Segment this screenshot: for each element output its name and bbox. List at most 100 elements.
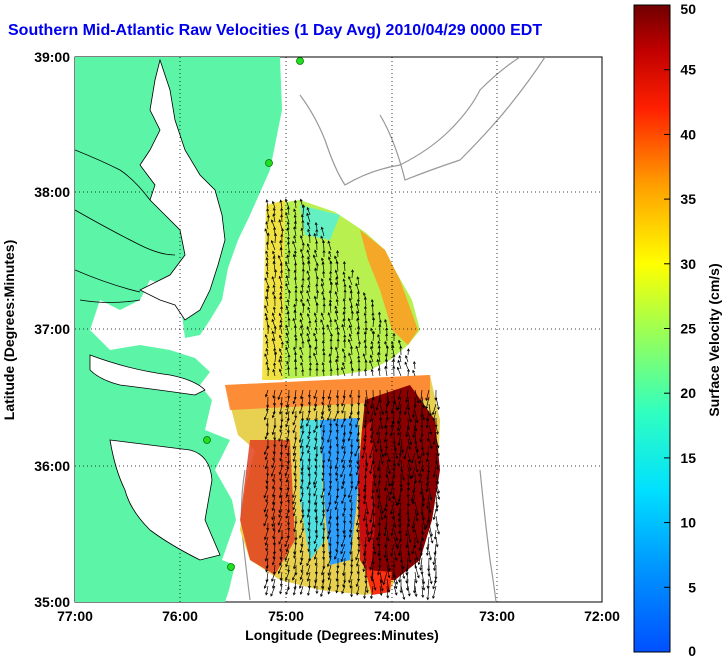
velocity-arrow bbox=[265, 417, 269, 427]
velocity-arrow bbox=[393, 585, 398, 596]
chesapeake-bay bbox=[139, 58, 226, 321]
velocity-arrow bbox=[400, 585, 406, 601]
x-tick-label: 75:00 bbox=[268, 608, 304, 624]
velocity-arrow bbox=[314, 346, 318, 356]
velocity-arrow bbox=[392, 365, 396, 377]
velocity-arrow bbox=[350, 269, 354, 279]
velocity-arrow bbox=[407, 410, 412, 423]
velocity-arrow bbox=[329, 318, 333, 328]
velocity-arrow bbox=[285, 508, 290, 519]
velocity-arrow bbox=[327, 389, 332, 400]
velocity-arrow bbox=[425, 480, 430, 493]
velocity-arrow bbox=[397, 452, 402, 467]
velocity-arrow bbox=[356, 522, 360, 533]
velocity-arrow bbox=[315, 302, 319, 314]
velocity-arrow bbox=[349, 508, 353, 518]
velocity-arrow bbox=[356, 290, 360, 300]
velocity-arrow bbox=[306, 313, 311, 321]
velocity-arrow bbox=[428, 438, 433, 450]
velocity-arrow bbox=[411, 403, 416, 419]
velocity-arrow bbox=[284, 438, 290, 449]
velocity-arrow bbox=[385, 396, 389, 408]
velocity-arrow bbox=[327, 578, 332, 591]
velocity-arrow bbox=[306, 298, 311, 307]
velocity-arrow bbox=[418, 536, 423, 552]
velocity-arrow bbox=[287, 249, 291, 258]
x-axis: 77:00 76:00 75:00 74:00 73:00 72:00 Long… bbox=[57, 608, 620, 643]
velocity-arrow bbox=[315, 276, 319, 286]
velocity-arrow bbox=[375, 396, 381, 411]
velocity-arrow bbox=[341, 348, 346, 356]
velocity-arrow bbox=[377, 536, 381, 547]
velocity-arrow bbox=[279, 324, 283, 335]
velocity-arrow bbox=[349, 466, 353, 477]
velocity-arrow bbox=[419, 431, 423, 443]
velocity-arrow bbox=[383, 543, 388, 559]
velocity-arrow bbox=[306, 571, 311, 582]
velocity-arrow bbox=[364, 305, 368, 314]
velocity-arrow bbox=[301, 368, 305, 377]
velocity-arrow bbox=[306, 564, 311, 576]
velocity-arrow bbox=[286, 241, 290, 251]
station-marker-icon[interactable] bbox=[227, 563, 235, 571]
velocity-arrow bbox=[356, 431, 360, 443]
velocity-arrow bbox=[356, 298, 360, 307]
velocity-arrow bbox=[428, 424, 433, 435]
velocity-arrow bbox=[263, 501, 269, 513]
velocity-arrow bbox=[293, 459, 297, 469]
velocity-arrow bbox=[407, 396, 411, 411]
velocity-arrow bbox=[272, 389, 276, 399]
velocity-arrow bbox=[321, 396, 325, 406]
velocity-arrow bbox=[362, 480, 367, 493]
velocity-arrow bbox=[272, 207, 276, 216]
velocity-arrow bbox=[299, 452, 304, 462]
y-tick-label: 36:00 bbox=[34, 458, 70, 474]
velocity-arrow bbox=[286, 529, 290, 539]
velocity-arrow bbox=[293, 250, 297, 258]
velocity-arrow bbox=[405, 522, 409, 537]
velocity-arrow bbox=[265, 543, 269, 552]
velocity-arrow bbox=[335, 298, 339, 307]
velocity-arrow bbox=[287, 236, 290, 244]
velocity-arrow bbox=[384, 417, 388, 429]
velocity-arrow bbox=[425, 515, 430, 529]
colorbar-tick-label: 20 bbox=[680, 385, 696, 401]
velocity-arrow bbox=[405, 424, 409, 438]
velocity-arrow bbox=[320, 283, 325, 293]
velocity-arrow bbox=[313, 424, 318, 434]
velocity-arrow bbox=[357, 359, 361, 370]
velocity-arrow bbox=[435, 522, 440, 535]
station-marker-icon[interactable] bbox=[203, 436, 211, 444]
velocity-arrow bbox=[357, 340, 361, 349]
velocity-arrow bbox=[279, 585, 283, 595]
velocity-arrow bbox=[384, 365, 388, 377]
velocity-arrow bbox=[369, 508, 374, 523]
velocity-arrow bbox=[299, 494, 304, 503]
velocity-arrow bbox=[278, 466, 283, 476]
velocity-arrow bbox=[300, 389, 304, 400]
station-marker-icon[interactable] bbox=[296, 57, 304, 65]
station-marker-icon[interactable] bbox=[265, 159, 273, 167]
velocity-arrow bbox=[299, 332, 304, 342]
velocity-arrow bbox=[277, 389, 283, 400]
velocity-arrow bbox=[278, 219, 283, 230]
velocity-arrow bbox=[271, 487, 276, 498]
velocity-arrow bbox=[292, 452, 297, 463]
velocity-arrow bbox=[313, 352, 318, 363]
velocity-arrow bbox=[315, 367, 319, 377]
colorbar-ticks: 0 5 10 15 20 25 30 35 40 45 50 bbox=[664, 1, 696, 659]
velocity-arrow bbox=[418, 473, 423, 484]
velocity-arrow bbox=[278, 431, 283, 442]
velocity-arrow bbox=[376, 459, 381, 472]
velocity-arrow bbox=[293, 276, 297, 286]
velocity-arrow bbox=[336, 367, 340, 377]
velocity-arrow bbox=[306, 410, 311, 422]
velocity-arrow bbox=[307, 459, 311, 471]
velocity-arrow bbox=[405, 389, 409, 403]
velocity-arrow bbox=[355, 515, 360, 526]
velocity-arrow bbox=[407, 529, 412, 544]
velocity-arrow bbox=[336, 536, 340, 545]
velocity-arrow bbox=[376, 424, 381, 436]
velocity-arrow bbox=[386, 578, 391, 593]
velocity-arrow bbox=[272, 480, 276, 490]
